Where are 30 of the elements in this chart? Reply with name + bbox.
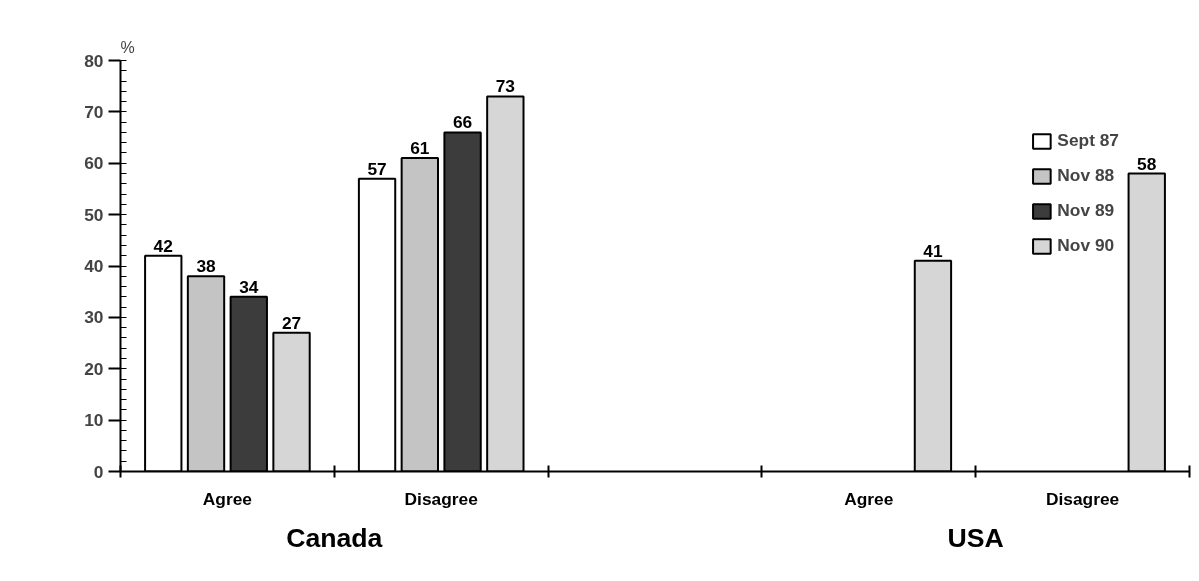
x-tick-label: Agree	[202, 488, 253, 509]
data-label: 41	[923, 240, 943, 261]
legend-label: Sept 87	[1057, 130, 1119, 151]
y-axis-title: %	[120, 38, 135, 56]
y-tick-label: 80	[84, 50, 104, 71]
y-tick-label: 60	[84, 153, 104, 174]
data-label: 61	[410, 138, 430, 159]
x-tick-label: Disagree	[1046, 488, 1120, 509]
x-tick-label: Agree	[844, 488, 894, 509]
y-tick-label: 50	[84, 204, 104, 225]
legend-label: Nov 90	[1057, 235, 1115, 256]
text: Canada	[286, 522, 383, 553]
y-tick-label: 40	[84, 256, 104, 276]
legend-label: Nov 89	[1057, 200, 1115, 221]
y-tick-label: 10	[84, 410, 104, 431]
data-label: 57	[367, 158, 387, 179]
data-label: 42	[153, 235, 173, 256]
y-tick-label: 20	[84, 358, 104, 379]
data-label: 66	[452, 112, 473, 133]
text: USA	[947, 522, 1004, 553]
data-label: 73	[495, 76, 516, 97]
legend-label: Nov 88	[1057, 165, 1115, 186]
y-tick-label: 0	[93, 461, 104, 482]
x-tick-label: Disagree	[404, 488, 479, 509]
y-tick-label: 30	[84, 307, 104, 328]
data-label: 58	[1137, 153, 1157, 174]
data-label: 34	[239, 276, 259, 297]
y-tick-label: 70	[84, 101, 104, 122]
data-label: 27	[281, 312, 302, 333]
data-label: 38	[196, 256, 217, 277]
